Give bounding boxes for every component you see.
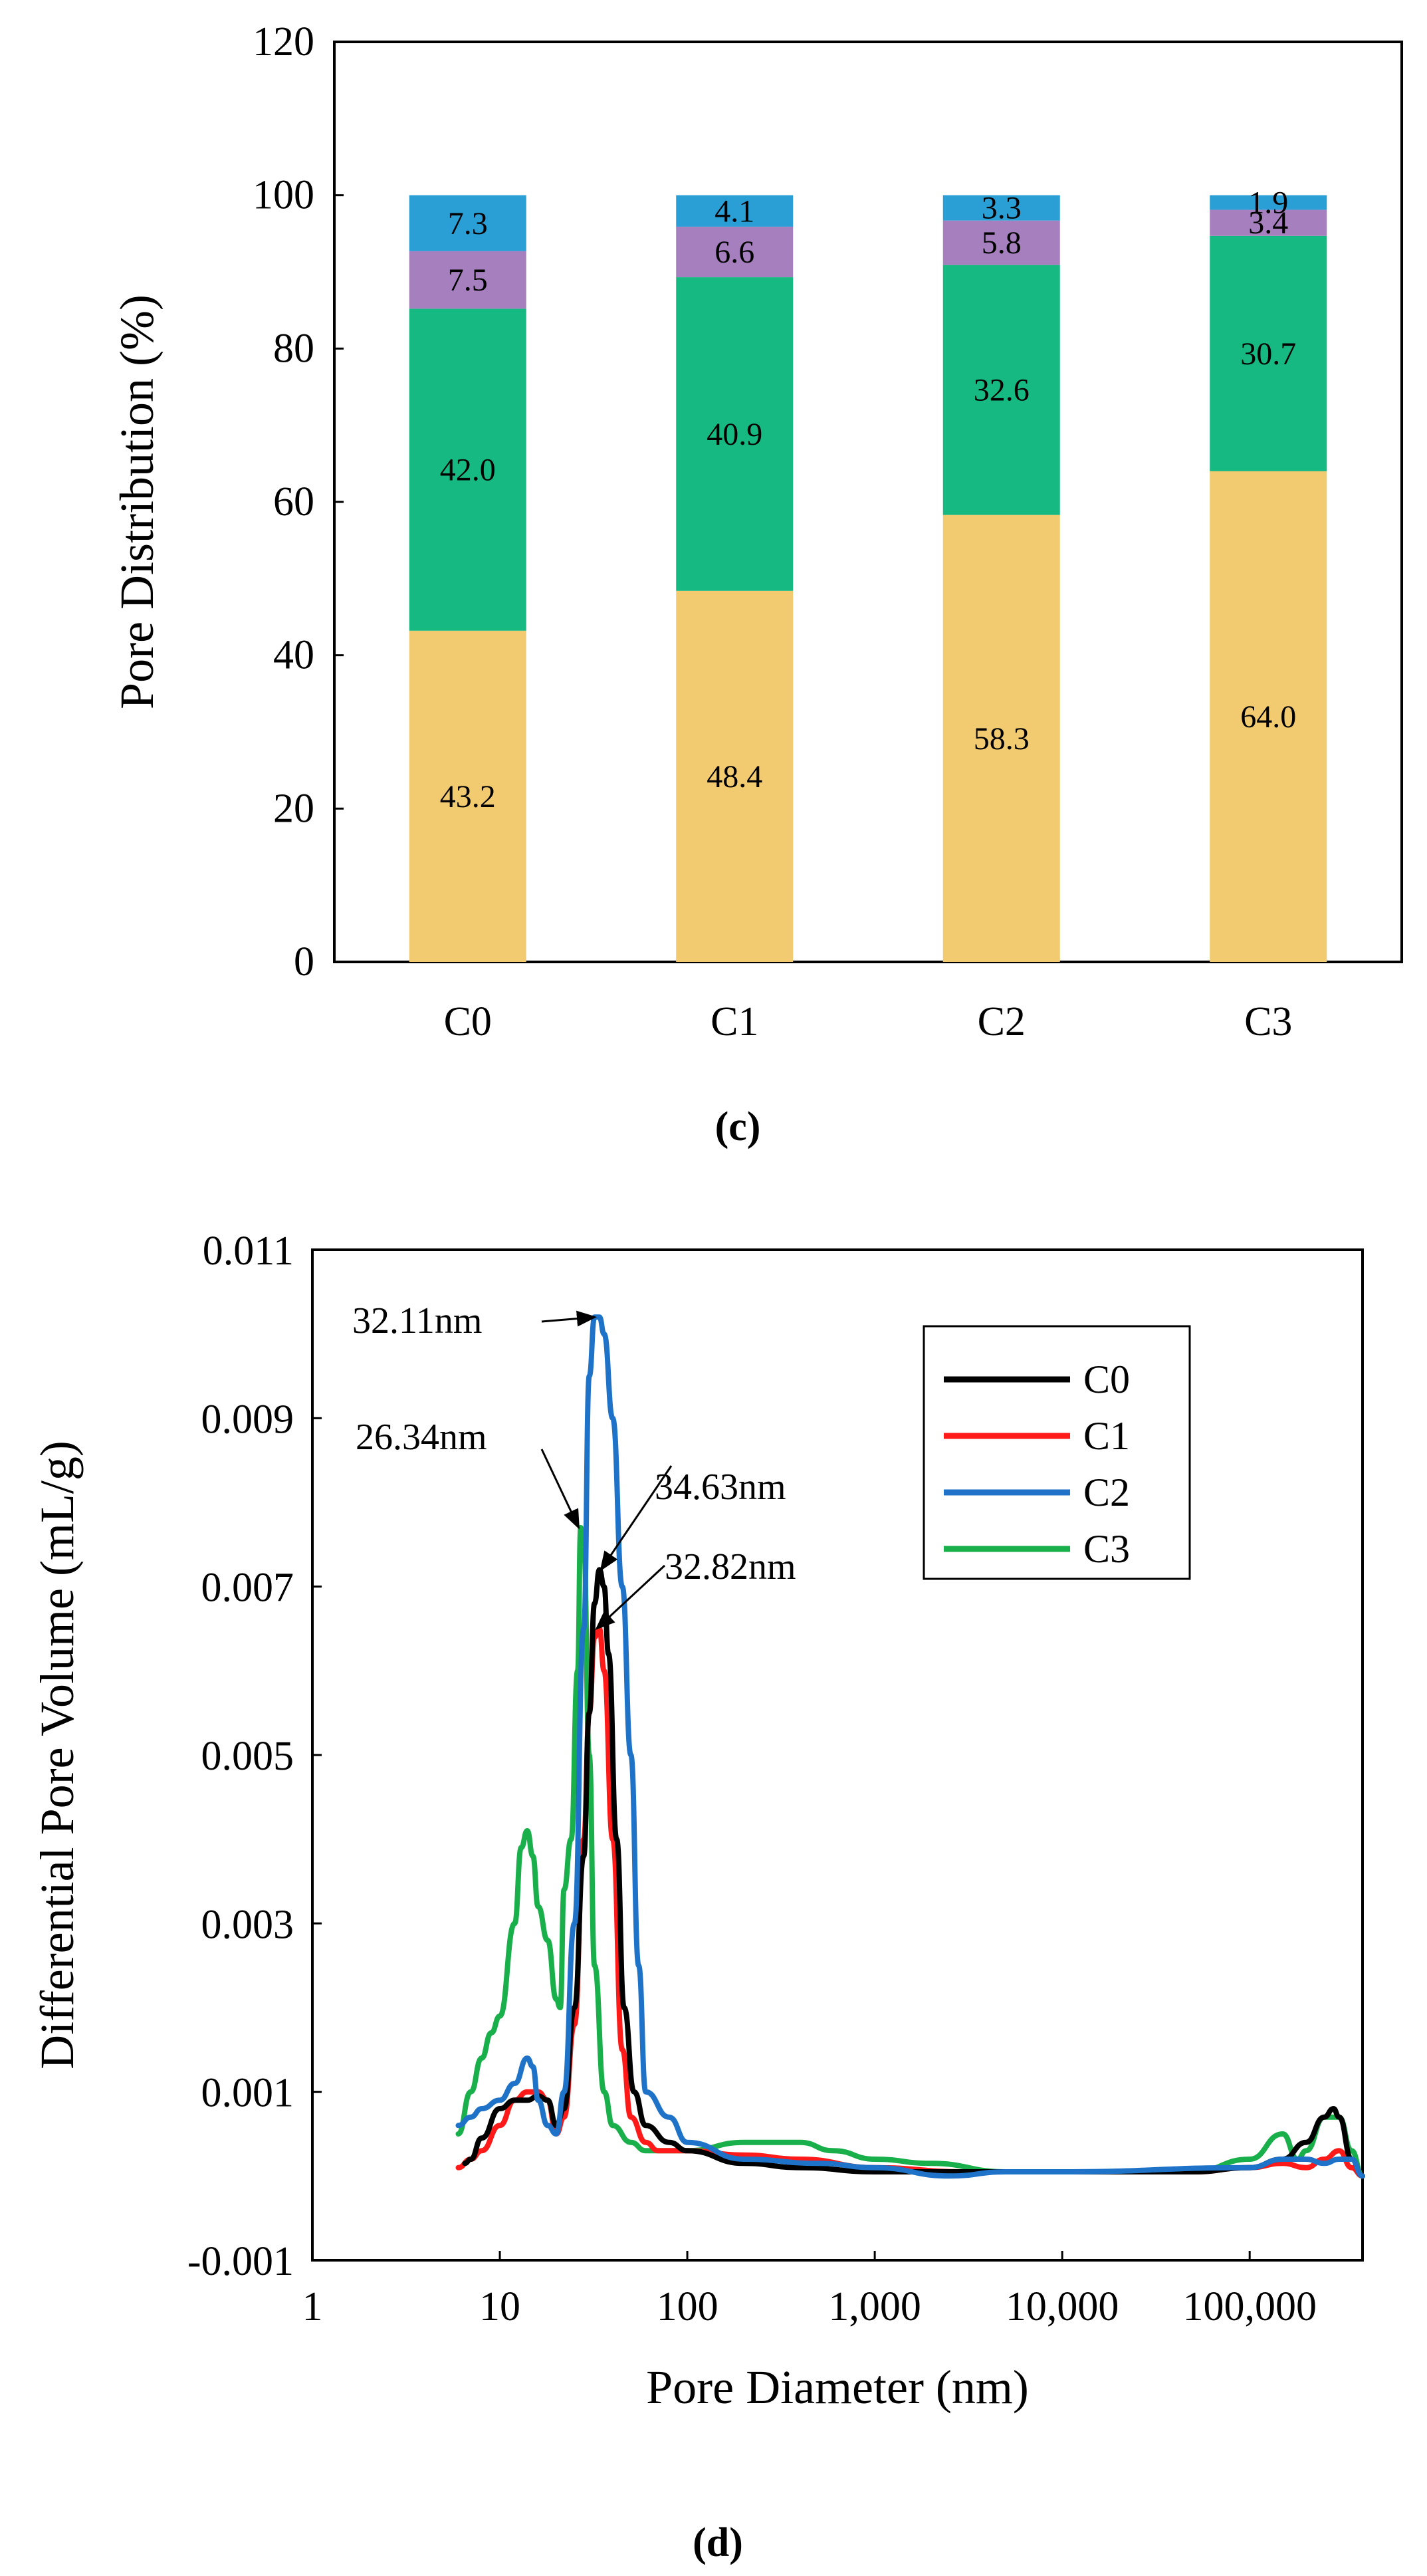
bar-data-label: 5.8 — [982, 225, 1022, 261]
bar-data-label: 7.5 — [448, 263, 488, 298]
bar-segment — [942, 515, 1060, 962]
annotation-label: 26.34nm — [356, 1417, 487, 1458]
series-line-c0 — [462, 1567, 1365, 2179]
line-chart: -0.001 0.001 0.003 0.005 0.007 0.009 0.011 1 10… — [31, 1229, 1365, 2565]
legend-label-c2: C2 — [1083, 1470, 1130, 1514]
y-tick-label: 0.005 — [201, 1734, 294, 1779]
annotation-arrow — [595, 1564, 666, 1631]
x-tick-label: 1 — [302, 2284, 323, 2329]
stacked-bar-chart: 0 20 40 60 80 100 120 43.2 42.0 7.5 7.3 48.4 40.9 6.… — [110, 19, 1403, 1149]
x-tick-label: C0 — [444, 999, 492, 1044]
bar-data-label: 58.3 — [974, 721, 1030, 757]
line-chart-x-axis: 1 10 100 1,000 10,000 100,000 — [302, 2251, 1317, 2329]
y-tick-label: 120 — [253, 19, 314, 64]
y-tick-label: 20 — [273, 786, 314, 831]
bar-segment — [1210, 471, 1327, 962]
line-chart-y-axis-title: Differential Pore Volume (mL/g) — [31, 1441, 84, 2069]
legend-label-c3: C3 — [1083, 1527, 1130, 1571]
x-tick-label: C2 — [978, 999, 1026, 1044]
y-tick-label: 0.001 — [201, 2071, 294, 2116]
bar-data-label: 43.2 — [440, 779, 496, 814]
series-line-c2 — [455, 1314, 1365, 2179]
line-chart-plot-frame — [311, 1248, 1364, 2262]
bar-chart-bars: 43.242.07.57.348.440.96.64.158.332.65.83… — [409, 185, 1327, 962]
bar-data-label: 3.3 — [982, 191, 1022, 226]
bar-segment — [942, 195, 1060, 221]
x-tick-label: 1,000 — [828, 2284, 921, 2329]
annotation-label: 32.82nm — [665, 1546, 796, 1587]
bar-segment — [676, 277, 794, 591]
bar-segment — [676, 590, 794, 962]
bar-data-label: 6.6 — [714, 235, 754, 270]
annotation-arrow — [600, 1465, 673, 1572]
bar-segment — [409, 195, 526, 251]
annotation-label: 32.11nm — [352, 1300, 482, 1342]
x-tick-label: 10 — [479, 2284, 520, 2329]
bar-data-label: 7.3 — [448, 206, 488, 241]
bar-segment — [676, 226, 794, 278]
bar-segment — [409, 308, 526, 631]
line-chart-series — [455, 1314, 1365, 2179]
bar-data-label: 40.9 — [707, 417, 762, 452]
bar-chart-y-axis: 0 20 40 60 80 100 120 — [253, 19, 344, 985]
legend-entries: C0 C1 C2 C3 — [944, 1357, 1130, 1571]
bar-segment — [1210, 235, 1327, 471]
bar-data-label: 42.0 — [440, 453, 496, 488]
panel-label-c: (c) — [715, 1104, 761, 1149]
legend-label-c0: C0 — [1083, 1357, 1130, 1401]
legend: C0 C1 C2 C3 — [923, 1325, 1191, 1580]
y-tick-label: 0.007 — [201, 1566, 294, 1611]
bar-segment — [676, 195, 794, 227]
x-tick-label: 100,000 — [1182, 2284, 1317, 2329]
bar-segment — [942, 265, 1060, 515]
y-tick-label: 0.003 — [201, 1902, 294, 1947]
y-tick-label: 0.011 — [203, 1229, 294, 1274]
annotation-arrow — [541, 1310, 597, 1327]
bar-data-label: 64.0 — [1240, 699, 1296, 735]
legend-label-c1: C1 — [1083, 1414, 1130, 1458]
y-tick-label: 0 — [294, 939, 314, 985]
bar-segment — [409, 251, 526, 309]
bar-segment — [1210, 195, 1327, 210]
x-tick-label: 10,000 — [1006, 2284, 1119, 2329]
y-tick-label: -0.001 — [187, 2239, 294, 2284]
line-chart-x-axis-title: Pore Diameter (nm) — [646, 2361, 1029, 2414]
bar-data-label: 1.9 — [1248, 185, 1288, 221]
bar-segment — [942, 220, 1060, 265]
x-tick-label: C3 — [1244, 999, 1292, 1044]
line-chart-y-axis: -0.001 0.001 0.003 0.005 0.007 0.009 0.011 — [187, 1229, 322, 2284]
annotation-label: 34.63nm — [655, 1466, 786, 1508]
bar-data-label: 4.1 — [714, 193, 754, 229]
bar-data-label: 3.4 — [1248, 205, 1288, 241]
y-tick-label: 0.009 — [201, 1397, 294, 1442]
y-tick-label: 40 — [273, 633, 314, 678]
bar-chart-x-axis: C0 C1 C2 C3 — [444, 999, 1293, 1044]
line-chart-annotations: 32.11nm 26.34nm 34.63nm 32.82nm — [352, 1300, 796, 1631]
x-tick-label: C1 — [711, 999, 758, 1044]
x-tick-label: 100 — [657, 2284, 718, 2329]
bar-segment — [1210, 209, 1327, 236]
bar-chart-y-axis-title: Pore Distribution (%) — [110, 294, 164, 709]
bar-data-label: 32.6 — [974, 373, 1030, 408]
panel-label-d: (d) — [693, 2520, 743, 2565]
bar-segment — [409, 630, 526, 962]
y-tick-label: 100 — [253, 173, 314, 218]
annotation-arrow — [540, 1449, 580, 1530]
y-tick-label: 80 — [273, 326, 314, 371]
bar-data-label: 30.7 — [1240, 336, 1296, 372]
y-tick-label: 60 — [273, 479, 314, 525]
legend-box — [923, 1325, 1191, 1580]
bar-data-label: 48.4 — [707, 759, 762, 794]
